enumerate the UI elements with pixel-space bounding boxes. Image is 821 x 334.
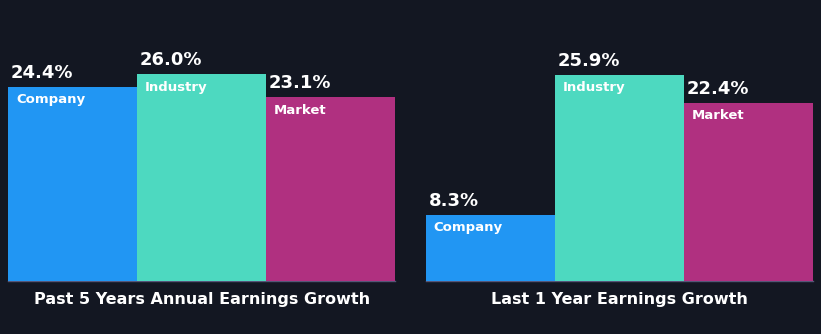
Text: 23.1%: 23.1%	[268, 74, 331, 92]
Text: Market: Market	[274, 104, 327, 117]
Bar	[8, 87, 137, 281]
Text: 22.4%: 22.4%	[686, 80, 749, 98]
Text: Industry: Industry	[144, 80, 208, 94]
Text: Industry: Industry	[562, 81, 626, 95]
Text: 26.0%: 26.0%	[140, 51, 202, 69]
Text: 25.9%: 25.9%	[557, 52, 620, 70]
X-axis label: Last 1 Year Earnings Growth: Last 1 Year Earnings Growth	[491, 292, 748, 307]
Text: Market: Market	[691, 109, 744, 122]
Text: 24.4%: 24.4%	[11, 64, 73, 82]
Bar	[266, 98, 395, 281]
Bar	[137, 74, 266, 281]
Bar	[684, 103, 813, 281]
Text: Company: Company	[433, 221, 502, 234]
Text: Company: Company	[16, 93, 85, 106]
Bar	[426, 215, 555, 281]
Text: 8.3%: 8.3%	[429, 192, 479, 210]
X-axis label: Past 5 Years Annual Earnings Growth: Past 5 Years Annual Earnings Growth	[34, 292, 369, 307]
Bar	[555, 75, 684, 281]
